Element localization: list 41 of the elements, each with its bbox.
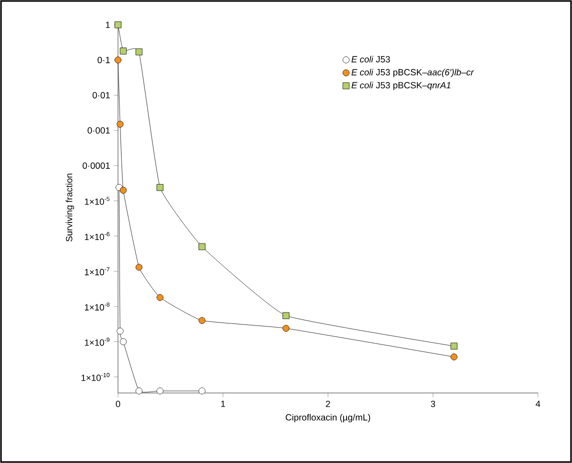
y-tick-label: 1×10$^{-7}$ [84, 267, 110, 276]
point [136, 48, 142, 56]
point [282, 312, 290, 320]
point [450, 342, 458, 350]
x-tick-label: 0 [116, 400, 120, 408]
y-tick-label: 1×10$^{-10}$ [82, 372, 110, 381]
point [136, 388, 142, 394]
point [156, 388, 164, 394]
point [156, 294, 164, 301]
point [120, 48, 127, 54]
point [198, 317, 206, 324]
x-axis-title: Ciprofloxacin (µg/mL) [286, 414, 370, 422]
x-tick-label: 3 [430, 400, 436, 408]
point [198, 243, 206, 250]
point [116, 120, 124, 128]
y-tick-label: 1×10$^{-6}$ [84, 232, 110, 240]
y-tick-label: 0·01 [92, 92, 110, 98]
point [198, 388, 206, 394]
legend-label: E coli J53 pBCSK–qnrA1 [352, 82, 450, 90]
y-tick-label: 0·001 [88, 127, 110, 134]
point [136, 264, 142, 271]
point [114, 21, 122, 28]
x-tick-label: 1 [221, 400, 226, 407]
y-tick-label: 0·0001 [82, 162, 110, 169]
y-axis-title: Surviving fraction [66, 174, 74, 242]
y-tick-label: 1×10$^{-9}$ [84, 338, 110, 346]
point [120, 186, 127, 194]
y-tick-label: 1×10$^{-8}$ [84, 302, 110, 311]
x-tick-label: 2 [326, 400, 330, 408]
point [120, 338, 127, 346]
point [450, 354, 458, 360]
y-tick-label: 1 [106, 22, 110, 28]
point [116, 328, 124, 335]
legend-label: E coli J53 pBCSK–aac(6′)lb–cr [352, 68, 474, 78]
x-tick-label: 4 [536, 400, 540, 407]
y-tick-label: 0·1 [98, 56, 110, 64]
point [156, 184, 164, 191]
point [282, 324, 290, 332]
legend-label: E coli J53 [352, 56, 390, 62]
point [114, 56, 122, 64]
y-tick-label: 1×10$^{-5}$ [84, 196, 110, 205]
